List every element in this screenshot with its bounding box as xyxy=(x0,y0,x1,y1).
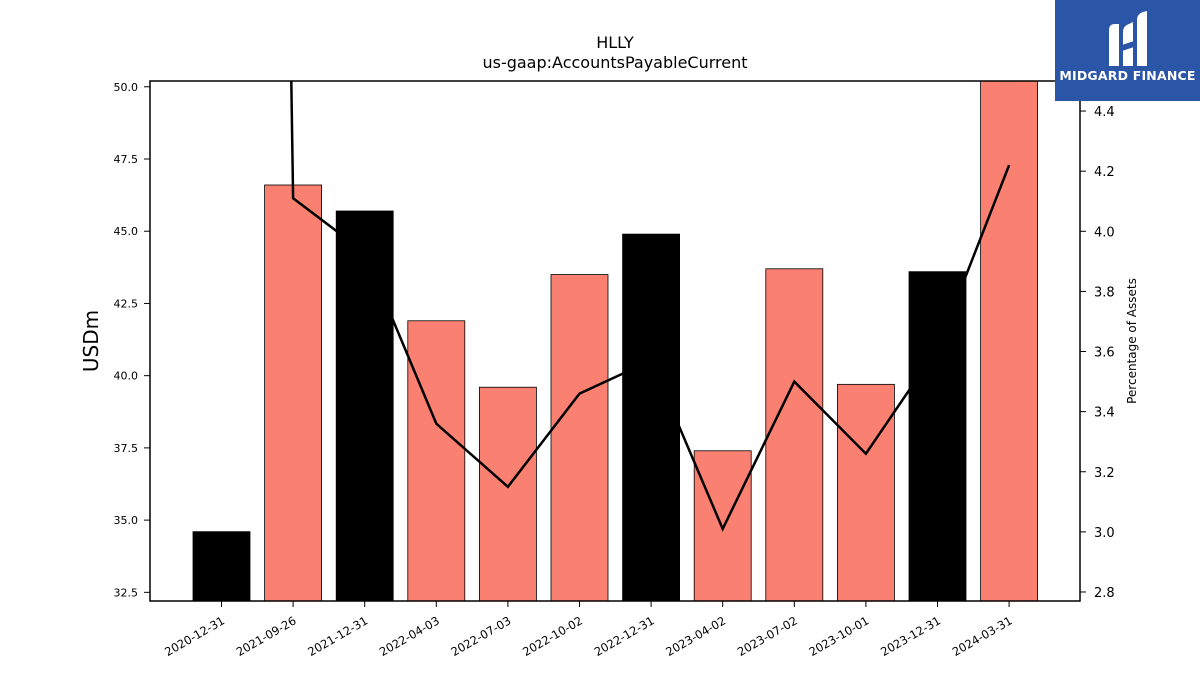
x-tick-label: 2020-12-31 xyxy=(162,613,227,659)
line-series xyxy=(290,81,1011,532)
bar xyxy=(335,210,394,602)
y-axis-label: USDm xyxy=(79,310,103,372)
x-tick-label: 2023-10-01 xyxy=(807,613,872,659)
x-tick-label: 2021-12-31 xyxy=(305,613,370,659)
x-tick-label: 2022-10-02 xyxy=(520,613,585,659)
y2-tick-label: 3.8 xyxy=(1094,285,1115,300)
bar-group xyxy=(192,80,1038,602)
y2-tick-label: 3.4 xyxy=(1094,406,1115,421)
brand-logo: MIDGARD FINANCE xyxy=(1055,0,1200,101)
x-tick-label: 2022-04-03 xyxy=(377,613,442,659)
bar xyxy=(980,80,1038,602)
bar xyxy=(478,386,537,602)
logo-text: MIDGARD FINANCE xyxy=(1059,68,1196,83)
bar xyxy=(908,271,967,602)
plot-frame xyxy=(149,80,1081,602)
bar xyxy=(622,233,680,602)
y-tick-label: 32.5 xyxy=(114,586,139,599)
bar xyxy=(192,531,251,602)
y-tick-label: 47.5 xyxy=(114,153,139,166)
y-tick-label: 40.0 xyxy=(114,370,139,383)
y-tick-label: 37.5 xyxy=(114,442,139,455)
x-tick-label: 2024-03-31 xyxy=(950,613,1015,659)
chart-title: HLLY xyxy=(596,33,634,52)
bar xyxy=(264,184,323,602)
chart-subtitle: us-gaap:AccountsPayableCurrent xyxy=(482,53,747,72)
y-tick-label: 45.0 xyxy=(114,225,139,238)
logo-mark-icon xyxy=(1109,11,1147,66)
y-tick-label: 42.5 xyxy=(114,297,139,310)
y2-tick-label: 4.4 xyxy=(1094,105,1115,120)
x-tick-label: 2023-07-02 xyxy=(735,613,800,659)
y2-tick-label: 3.2 xyxy=(1094,466,1115,481)
bar xyxy=(837,383,895,602)
y-tick-label: 50.0 xyxy=(114,81,139,94)
bar xyxy=(765,268,824,602)
y2-tick-label: 4.0 xyxy=(1094,225,1115,240)
y2-tick-label: 3.0 xyxy=(1094,526,1115,541)
bar xyxy=(550,274,609,602)
x-tick-label: 2022-07-03 xyxy=(449,613,514,659)
y2-axis-label: Percentage of Assets xyxy=(1125,278,1139,404)
line-group xyxy=(290,81,1011,532)
y2-tick-label: 2.8 xyxy=(1094,586,1115,601)
x-tick-label: 2022-12-31 xyxy=(592,613,657,659)
y2-tick-label: 3.6 xyxy=(1094,346,1115,361)
y2-tick-label: 4.2 xyxy=(1094,165,1115,180)
x-tick-label: 2023-04-02 xyxy=(663,613,728,659)
x-tick-label: 2023-12-31 xyxy=(878,613,943,659)
x-tick-label: 2021-09-26 xyxy=(234,613,299,659)
bar xyxy=(407,320,466,602)
y-tick-label: 35.0 xyxy=(114,514,139,527)
